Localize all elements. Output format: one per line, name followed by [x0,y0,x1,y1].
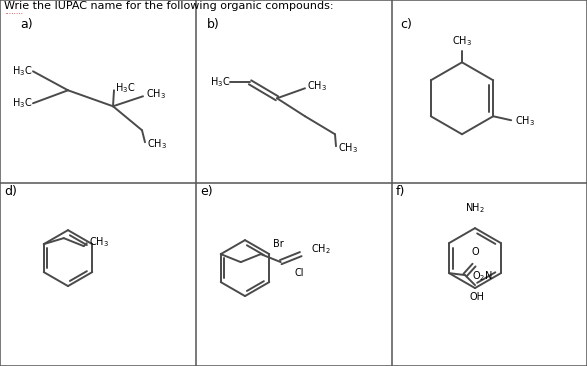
Text: Br: Br [274,239,284,249]
Text: f): f) [396,185,406,198]
Text: c): c) [400,18,412,31]
Text: CH$_3$: CH$_3$ [338,141,358,155]
Text: CH$_3$: CH$_3$ [307,79,327,93]
Text: O$_2$N: O$_2$N [472,269,493,283]
Text: H$_3$C: H$_3$C [115,81,136,95]
Text: a): a) [20,18,33,31]
Text: Cl: Cl [294,268,303,278]
Text: Wrie the IUPAC name for the following organic compounds:: Wrie the IUPAC name for the following or… [4,1,333,11]
Text: d): d) [4,185,17,198]
Text: OH: OH [470,292,484,302]
Text: CH$_3$: CH$_3$ [89,235,109,249]
Text: ........: ........ [4,7,23,16]
Text: CH$_3$: CH$_3$ [452,34,472,48]
Text: H$_3$C: H$_3$C [210,75,230,89]
Text: b): b) [207,18,220,31]
Text: CH$_3$: CH$_3$ [146,87,166,101]
Text: NH$_2$: NH$_2$ [465,201,485,215]
Text: CH$_3$: CH$_3$ [515,114,535,128]
Text: CH$_3$: CH$_3$ [147,137,167,151]
Text: O: O [471,247,479,257]
Text: H$_3$C: H$_3$C [12,64,32,78]
Text: CH$_2$: CH$_2$ [311,242,330,256]
Text: H$_3$C: H$_3$C [12,96,32,110]
Text: e): e) [200,185,212,198]
